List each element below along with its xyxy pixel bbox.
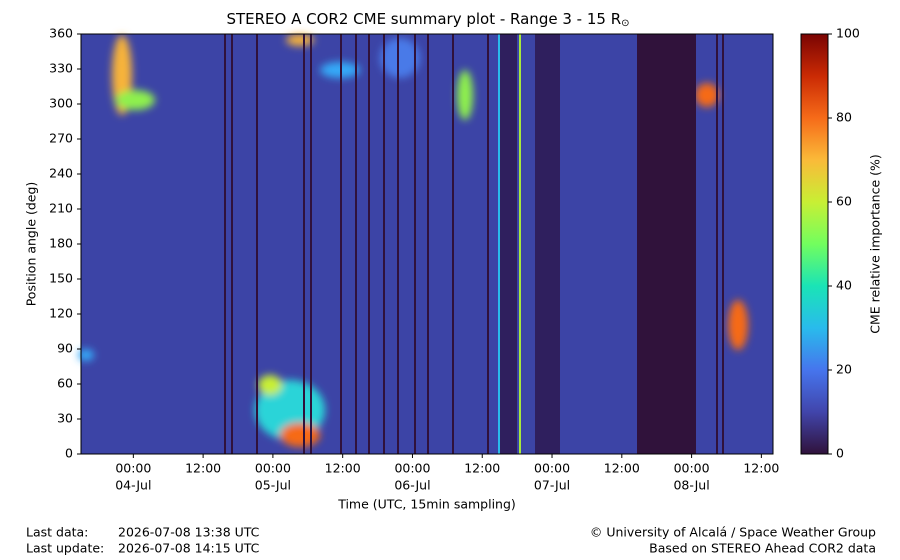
- x-tick-label: 12:00: [185, 461, 221, 476]
- y-axis-label: Position angle (deg): [24, 182, 39, 307]
- y-tick-label: 120: [49, 306, 73, 321]
- x-tick-label: 00:00: [394, 461, 430, 476]
- colorbar-tick-label: 80: [836, 110, 852, 125]
- colorbar-label: CME relative importance (%): [868, 154, 883, 334]
- y-tick-label: 60: [57, 376, 73, 391]
- data-gaps: [224, 34, 724, 454]
- colorbar-tick-label: 20: [836, 362, 852, 377]
- y-tick-label: 300: [49, 96, 73, 111]
- y-tick-label: 330: [49, 61, 73, 76]
- x-tick-label: 00:00: [674, 461, 710, 476]
- colorbar-tick-label: 60: [836, 194, 852, 209]
- y-tick-label: 150: [49, 271, 73, 286]
- title-main: STEREO A COR2 CME summary plot - Range 3…: [226, 10, 621, 28]
- x-tick-label: 12:00: [743, 461, 779, 476]
- credit: © University of Alcalá / Space Weather G…: [590, 525, 876, 540]
- y-tick-label: 90: [57, 341, 73, 356]
- x-tick-date: 06-Jul: [394, 478, 430, 493]
- x-tick-date: 07-Jul: [534, 478, 570, 493]
- x-tick-label: 12:00: [464, 461, 500, 476]
- y-tick-label: 30: [57, 411, 73, 426]
- x-tick-label: 00:00: [255, 461, 291, 476]
- x-tick-label: 00:00: [115, 461, 151, 476]
- last-data-label: Last data:: [26, 525, 88, 540]
- y-tick-label: 0: [65, 446, 73, 461]
- heatmap: [78, 34, 773, 454]
- x-tick-date: 08-Jul: [673, 478, 709, 493]
- y-tick-label: 360: [49, 26, 73, 41]
- title-subscript: ⊙: [621, 18, 629, 29]
- x-tick-date: 04-Jul: [115, 478, 151, 493]
- chart-title: STEREO A COR2 CME summary plot - Range 3…: [226, 10, 629, 30]
- y-tick-label: 240: [49, 166, 73, 181]
- last-data: 2026-07-08 13:38 UTC: [118, 525, 260, 540]
- x-tick-label: 12:00: [604, 461, 640, 476]
- x-tick-label: 12:00: [325, 461, 361, 476]
- y-tick-label: 270: [49, 131, 73, 146]
- last-update: 2026-07-08 14:15 UTC: [118, 541, 260, 556]
- colorbar-tick-label: 40: [836, 278, 852, 293]
- last-update-label: Last update:: [26, 541, 104, 556]
- colorbar: [800, 33, 829, 455]
- x-tick-label: 00:00: [534, 461, 570, 476]
- y-tick-label: 210: [49, 201, 73, 216]
- source: Based on STEREO Ahead COR2 data: [649, 541, 876, 556]
- y-tick-label: 180: [49, 236, 73, 251]
- colorbar-tick-label: 100: [836, 26, 860, 41]
- x-tick-date: 05-Jul: [255, 478, 291, 493]
- x-axis-label: Time (UTC, 15min sampling): [337, 497, 516, 512]
- colorbar-tick-label: 0: [836, 446, 844, 461]
